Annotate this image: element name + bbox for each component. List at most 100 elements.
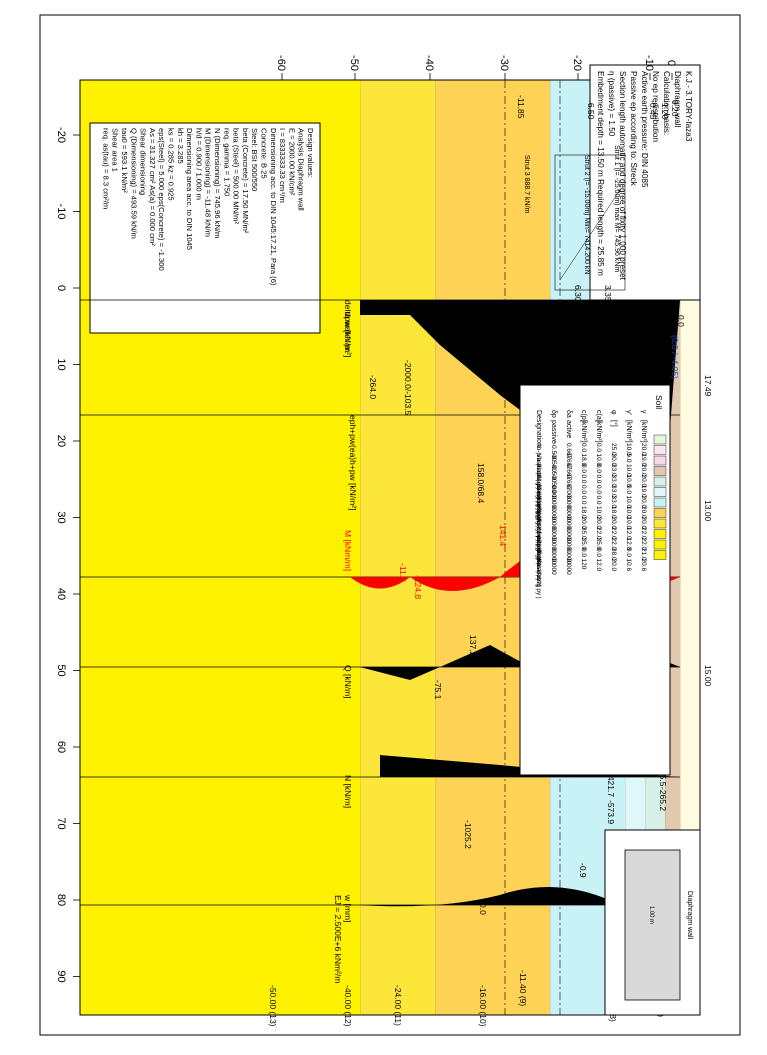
soil-table-cell: Vb-gliny piaszcz. xyxy=(535,538,542,587)
soil-table-header: δa xyxy=(565,410,572,418)
value-label: 17.49 xyxy=(703,375,713,397)
soil-table-cell: 18.0 xyxy=(610,506,617,519)
axis-top-ticks: 0 -10 -20 -30 -40 -50 -60 xyxy=(275,55,677,80)
text-line: eps(Steel) = 5.000 eps(Concrete) = -1.30… xyxy=(157,128,166,271)
soil-table-cell: 0.000 xyxy=(565,496,572,513)
soil-table-cell: IIb-piaski dr. | py | xyxy=(535,548,542,599)
wall-legend: Diaphragm wall 1.00 m xyxy=(604,829,701,1016)
soil-table-cell: 0.000 xyxy=(550,559,557,576)
strut2-label: Strut 2 (l= -15.00m) Min= 7414.200 kN xyxy=(583,155,590,274)
tick-label: -30 xyxy=(498,55,510,71)
header-box: K.J.- 3.TORY-faza3Diaphragm wallCalculat… xyxy=(589,64,701,301)
soil-table-cell: 10.0 xyxy=(625,496,632,509)
value-label: -421.7 xyxy=(606,773,616,797)
soil-table-cell: 10.6 xyxy=(625,559,632,572)
layer-label: -11.40 (9) xyxy=(518,970,528,1006)
ej-label: EJ = 2.500E+6 kNm²/m xyxy=(333,895,343,983)
text-line: Shear dimensioning xyxy=(139,128,148,195)
soil-table-cell: 35.0 xyxy=(595,538,602,551)
strut3-label: Strut 3 888.7 kN/m xyxy=(523,155,530,214)
soil-table-cell: 0.0 xyxy=(595,548,602,557)
layer-label: -50.00 (13) xyxy=(268,985,278,1027)
soil-table-cell: 0.000 xyxy=(565,538,572,555)
n-label: N [kN/m] xyxy=(343,775,353,808)
q-label: Q [kN/m] xyxy=(343,665,353,699)
value-label: 3.35 xyxy=(603,285,613,302)
text-line: req. as(tau) = 8.3 cm²/m xyxy=(101,128,110,209)
soil-table-cell: 0.0 xyxy=(595,496,602,505)
soil-table-cell: 10.0 xyxy=(625,443,632,456)
soil-table-cell: 10.0 xyxy=(625,517,632,530)
soil-table-cell: 120 xyxy=(580,559,587,570)
soil-table-cell: 0.000 xyxy=(550,527,557,544)
soil-table-cell: 0.000 xyxy=(565,548,572,565)
text-line: Q (Dimensioning) = 493.59 kN/m xyxy=(129,128,138,239)
soil-table-cell: 10.0 xyxy=(625,475,632,488)
strut-line xyxy=(559,189,621,281)
soil-table-cell: 0.000 xyxy=(565,517,572,534)
soil-table-cell: 22.0 xyxy=(610,538,617,551)
value-label: -124.8 xyxy=(413,575,423,599)
soil-color-swatch xyxy=(653,445,667,455)
eph-label: eph+pw(ea)h+pw [kN/m²] xyxy=(348,415,358,510)
soil-table-cell: 33.0 xyxy=(610,496,617,509)
soil-table-header: [kN/m²] xyxy=(595,420,602,443)
soil-table-cell: 12.0 xyxy=(625,538,632,551)
soil-table-cell: Vi- gl/in | py²g xyxy=(535,485,542,525)
design-frame xyxy=(89,122,321,334)
layer-label: -40.00 (12) xyxy=(343,985,353,1027)
soil-table-cell: 0.000 xyxy=(550,485,557,502)
soil-table-header: [kN/m³] xyxy=(625,420,632,443)
w-label: w [mm] xyxy=(343,894,353,922)
soil-table-cell: 9.0 xyxy=(625,454,632,463)
soil-table-cell: 9.0 xyxy=(625,548,632,557)
value-label: -0.9 xyxy=(578,863,588,878)
soil-table-cell: -0.500 xyxy=(550,454,557,473)
value-label: 2.00 xyxy=(663,311,673,328)
soil-table-cell: 18.0 xyxy=(580,454,587,467)
value-label: -6.50 xyxy=(586,100,596,120)
earth-pressure-diagram xyxy=(360,300,680,555)
soil-table-cell: 22.0 xyxy=(640,538,647,551)
text-line: Section length automatic and degree of f… xyxy=(618,71,627,281)
soil-table-cell: 25.0 xyxy=(610,443,617,456)
soil-table-cell: 0.0 xyxy=(595,464,602,473)
tick-label: 40 xyxy=(55,588,67,600)
text-line: Dimensioning acc. to DIN 1045:17.21, Par… xyxy=(269,128,278,286)
soil-table-cell: 20.0 xyxy=(640,517,647,530)
soil-table-cell: 21.0 xyxy=(640,548,647,561)
header-text: K.J.- 3.TORY-faza3Diaphragm wallCalculat… xyxy=(596,71,693,281)
value-label: (0.0 / -4.05) xyxy=(670,335,680,379)
tick-label: 0 xyxy=(665,60,677,66)
tick-label: 10 xyxy=(55,358,67,370)
tick-label: 70 xyxy=(55,817,67,829)
soil-table-cell: 20.0 xyxy=(595,517,602,530)
tick-label: -10 xyxy=(55,204,67,220)
rotated-drawing: K.J.- 3.TORY-faza3Diaphragm wallCalculat… xyxy=(55,55,713,1027)
soil-table-cell: 0.000 xyxy=(565,527,572,544)
soil-color-swatch xyxy=(653,518,667,529)
soil-table-cell: 22.0 xyxy=(595,527,602,540)
text-line: kh = 3.285 xyxy=(176,128,185,164)
soil-table-cell: 20.0 xyxy=(640,475,647,488)
value-label: 0.00 xyxy=(663,320,673,337)
tick-label: -60 xyxy=(275,55,287,71)
soil-table-cell: 0.000 xyxy=(550,496,557,513)
soil-band xyxy=(680,80,700,1015)
soil-color-swatch xyxy=(653,434,667,445)
tick-label: -10 xyxy=(643,55,655,71)
value-label: 141.4 xyxy=(498,525,508,547)
value-label: 0.0 xyxy=(676,315,686,327)
soil-table-cell: 19.0 xyxy=(640,485,647,498)
soil-color-swatch xyxy=(653,497,667,508)
soil-table-cell: 10.0 xyxy=(595,506,602,519)
soil-table-cell: 20.0 xyxy=(640,464,647,477)
text-line: h/d = 0.900 / 1.000 m xyxy=(194,128,203,200)
soil-table-cell: 0.000 xyxy=(565,559,572,576)
soil-table-header: active xyxy=(565,420,572,438)
design-text: Design values:Analysis Diaphragm wallE =… xyxy=(101,128,315,286)
strut-load-region xyxy=(554,154,626,291)
value-label: 6.30 xyxy=(573,285,583,302)
text-line: Diaphragm wall xyxy=(673,71,682,128)
